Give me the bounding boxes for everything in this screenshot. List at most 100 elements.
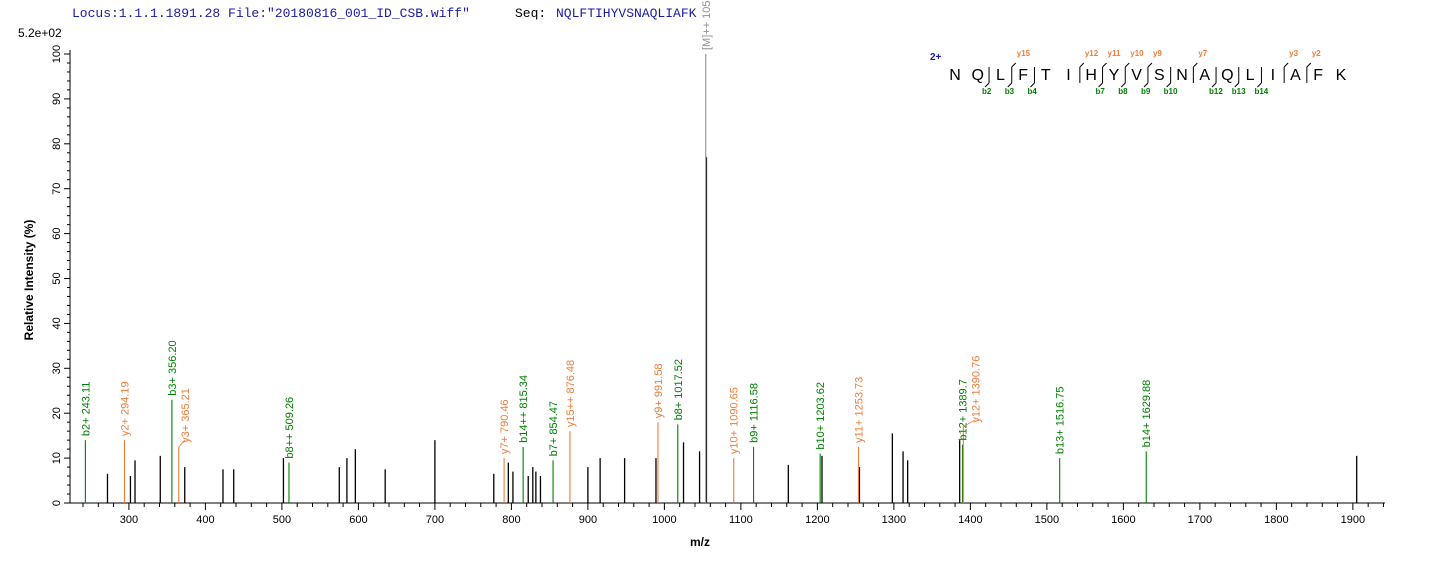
label-leader (963, 419, 976, 428)
y-tick-label: 0 (51, 500, 63, 506)
x-tick-label: 900 (579, 514, 597, 526)
x-tick-label: 300 (120, 514, 138, 526)
y-break-hook (1079, 62, 1085, 68)
peak-label: b8++ 509.26 (284, 397, 296, 459)
x-tick-label: 1500 (1035, 514, 1059, 526)
peak-label: y12+ 1390.76 (971, 356, 983, 423)
y-break-hook (1147, 62, 1153, 68)
y-break-hook (1306, 62, 1312, 68)
residue: K (1336, 67, 1347, 84)
y-break-hook (1124, 62, 1130, 68)
x-tick-label: 1900 (1341, 514, 1365, 526)
x-tick-label: 1300 (882, 514, 906, 526)
peak-label: y10+ 1090.65 (729, 387, 741, 454)
y-ion-label: y9 (1153, 49, 1162, 58)
y-ion-label: y7 (1198, 49, 1207, 58)
y-break-hook (1102, 62, 1107, 68)
x-tick-label: 1100 (729, 514, 753, 526)
residue: N (1176, 67, 1188, 84)
b-break-hook (1257, 82, 1262, 88)
b-ion-label: b12 (1209, 87, 1223, 96)
y-tick-label: 70 (51, 183, 63, 195)
b-break-hook (1007, 82, 1013, 88)
peak-label: y9+ 991.58 (653, 363, 665, 418)
residue: S (1154, 67, 1165, 84)
b-ion-label: b9 (1141, 87, 1151, 96)
b-ion-label: b3 (1005, 87, 1015, 96)
b-ion-label: b13 (1232, 87, 1246, 96)
x-tick-label: 1200 (805, 514, 829, 526)
peak-label: b14+ 1629.88 (1141, 380, 1153, 448)
x-tick-label: 600 (349, 514, 367, 526)
b-break-hook (984, 82, 990, 88)
b-ion-label: b4 (1027, 87, 1037, 96)
peak-label: y15++ 876.48 (565, 360, 577, 427)
x-axis-label: m/z (690, 535, 710, 549)
b-break-hook (1098, 82, 1103, 88)
y-tick-label: 80 (51, 138, 63, 150)
peak-label: b8+ 1017.52 (673, 359, 685, 420)
b-break-hook (1143, 82, 1149, 88)
y-ion-label: y3 (1289, 49, 1298, 58)
b-ion-label: b8 (1118, 87, 1128, 96)
y-tick-label: 60 (51, 227, 63, 239)
peak-label: b10+ 1203.62 (815, 382, 827, 450)
y-break-hook (1011, 62, 1017, 68)
residue: H (1085, 67, 1097, 84)
residue: Q (1221, 67, 1233, 84)
y-tick-label: 10 (51, 452, 63, 464)
y-break-hook (1192, 62, 1198, 68)
residue: I (1066, 67, 1070, 84)
seq-label: Seq: (515, 6, 546, 21)
x-tick-label: 1700 (1188, 514, 1212, 526)
residue: Q (971, 67, 983, 84)
residue: Y (1109, 67, 1120, 84)
label-leader (178, 439, 186, 448)
peak-label: b7+ 854.47 (548, 401, 560, 456)
b-break-hook (1211, 82, 1217, 88)
x-tick-label: 500 (273, 514, 291, 526)
residue: F (1313, 67, 1323, 84)
x-tick-label: 800 (502, 514, 520, 526)
b-ion-label: b7 (1096, 87, 1106, 96)
axes: 300 400 500 600 700 800 900 1000 1100 1200 1300 140… (51, 45, 1385, 526)
max-intensity-label: 5.2e+02 (18, 26, 62, 40)
y-ion-label: y11 (1108, 49, 1121, 58)
y-break-hook (1283, 62, 1289, 68)
sequence: NQLFTIHYVSNAQLIAFK (556, 6, 697, 21)
residue: V (1131, 67, 1142, 84)
residue: F (1018, 67, 1028, 84)
x-tick-label: 400 (196, 514, 214, 526)
residue: L (1246, 67, 1255, 84)
y-ion-label: y15 (1017, 49, 1031, 58)
locus-file-label: Locus:1.1.1.1891.28 File:"20180816_001_I… (72, 6, 470, 21)
b-ion-label: b10 (1164, 87, 1178, 96)
peak-label: y7+ 790.46 (499, 399, 511, 454)
b-break-hook (1166, 82, 1172, 88)
y-tick-label: 50 (51, 272, 63, 284)
y-tick-label: 20 (51, 407, 63, 419)
peak-label: b2+ 243.11 (80, 382, 92, 437)
y-ion-label: y12 (1085, 49, 1099, 58)
y-tick-label: 40 (51, 317, 63, 329)
b-break-hook (1030, 82, 1035, 88)
charge-label: 2+ (930, 52, 942, 63)
peak-label: b12+ 1389.7 (958, 379, 970, 440)
y-axis-label: Relative Intensity (%) (22, 220, 36, 341)
peak-label: [M]++ 1054.09 (701, 0, 713, 50)
peak-label: y11+ 1253.73 (853, 377, 865, 443)
peak-label: y2+ 294.19 (119, 381, 131, 436)
y-tick-label: 30 (51, 362, 63, 374)
peak-label: y3+ 365.21 (180, 388, 192, 443)
y-tick-label: 90 (51, 93, 63, 105)
b-ion-label: b2 (982, 87, 992, 96)
peak-label: b3+ 356.20 (167, 340, 179, 395)
x-tick-label: 1000 (652, 514, 676, 526)
b-break-hook (1234, 82, 1240, 88)
x-tick-label: 1600 (1111, 514, 1135, 526)
residue: L (996, 67, 1005, 84)
residue: A (1199, 67, 1210, 84)
